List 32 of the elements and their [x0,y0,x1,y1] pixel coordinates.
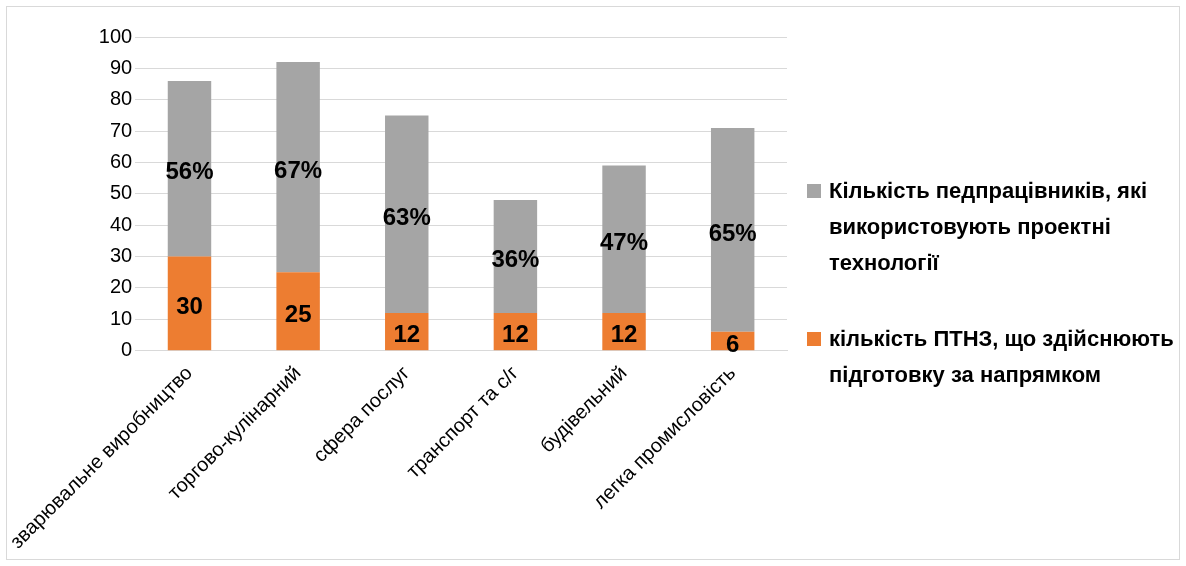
bar [385,115,429,314]
y-tick-label: 60 [109,149,133,172]
y-tick-label: 50 [109,181,133,204]
y-tick-label: 70 [109,118,133,141]
y-tick-label: 10 [109,306,133,329]
bar [276,272,320,351]
data-label: 12 [610,320,638,348]
data-label: 25 [284,299,312,327]
bar [602,165,646,314]
bar [167,80,212,257]
y-tick-label: 80 [109,87,133,110]
y-tick-label: 100 [98,24,133,47]
y-tick-label: 30 [109,244,133,267]
data-label: 36% [491,245,540,273]
y-tick-label: 20 [109,275,133,298]
data-label: 47% [600,227,649,255]
data-label: 65% [708,218,757,246]
data-label: 12 [502,320,529,348]
bar [167,256,212,351]
y-tick-label: 0 [121,338,133,361]
y-tick-label: 90 [109,55,133,78]
data-label: 30 [176,291,203,319]
data-label: 6 [726,329,740,357]
legend-label: кількість ПТНЗ, що здійснюють підготовку за напрямком [829,325,1175,389]
bar [710,127,755,332]
data-label: 56% [165,157,214,185]
data-label: 12 [393,320,421,348]
data-label: 63% [382,202,431,230]
y-tick-label: 40 [109,212,133,235]
bar [276,62,320,273]
data-label: 67% [274,155,323,183]
legend-label: Кількість педпрацівників, які використовують проектні технології [829,177,1149,277]
